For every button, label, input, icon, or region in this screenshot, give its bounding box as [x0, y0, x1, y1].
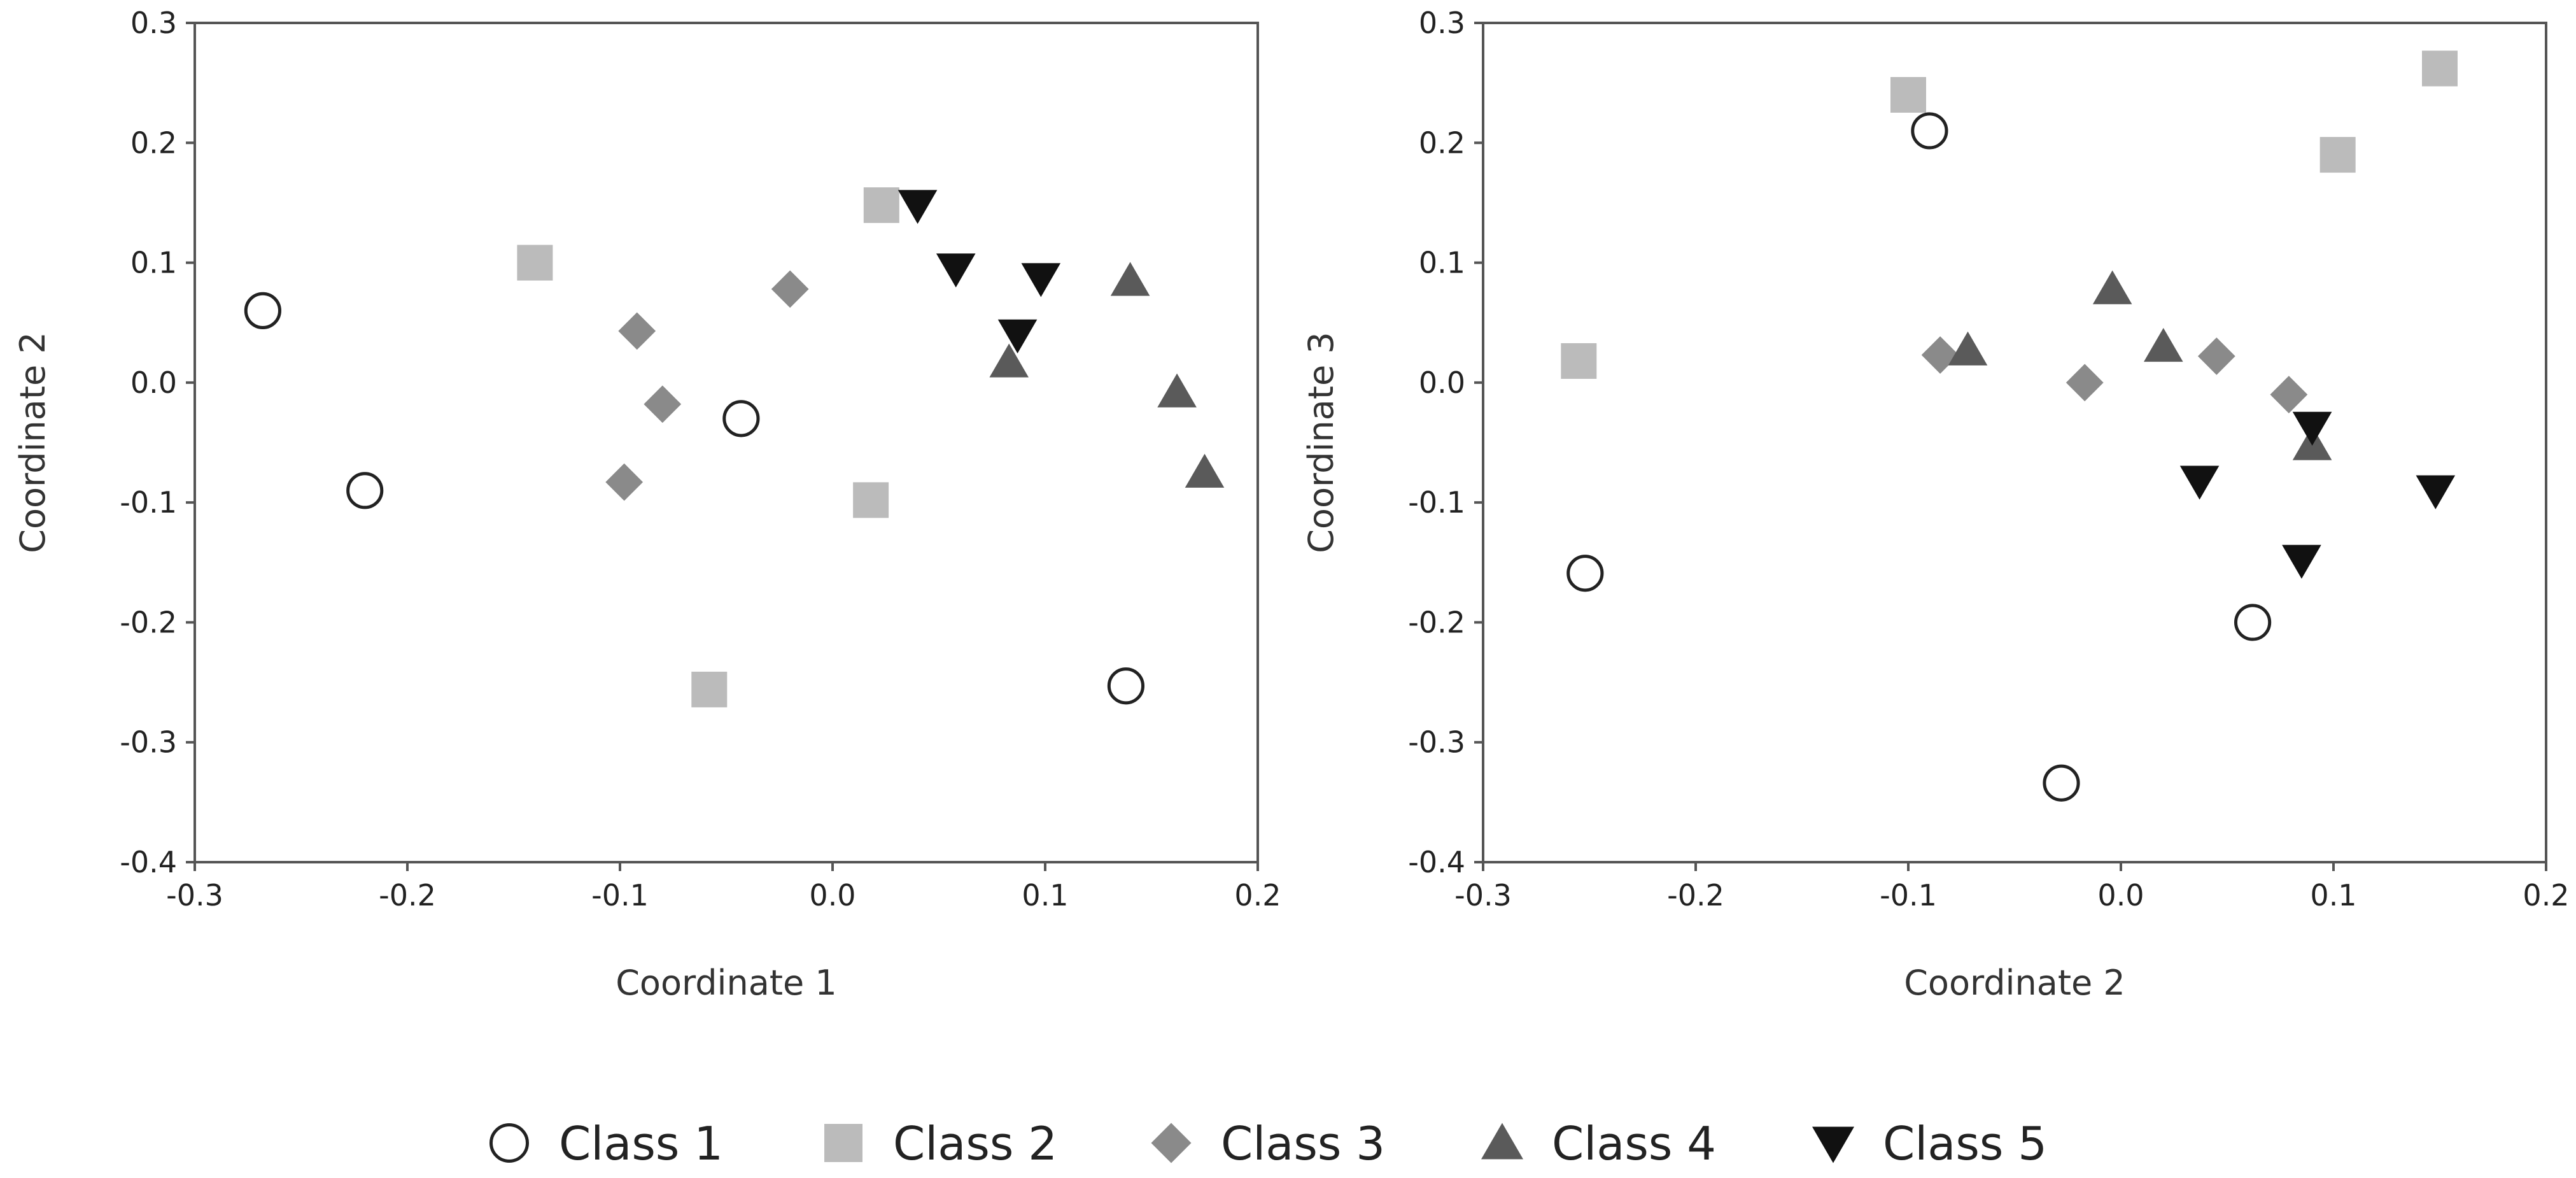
data-point-class-3	[2270, 376, 2308, 414]
x-tick-label: 0.1	[2310, 878, 2356, 912]
plot-frame	[194, 22, 1259, 863]
plot-frame	[1482, 22, 2547, 863]
legend-item-class-2: Class 2	[824, 1117, 1057, 1170]
data-point-class-5	[997, 319, 1038, 353]
data-point-class-5	[2179, 465, 2220, 500]
legend-marker	[824, 1124, 862, 1162]
data-point-class-4	[1185, 453, 1225, 488]
y-tick-label: -0.2	[1408, 605, 1465, 639]
y-tick-label: -0.3	[1408, 725, 1465, 760]
y-axis-title: Coordinate 2	[13, 332, 53, 553]
legend: Class 1 Class 2 Class 3 Class 4 Class 5	[489, 1117, 2047, 1170]
legend-item-class-3: Class 3	[1151, 1117, 1385, 1170]
legend-marker	[1812, 1126, 1854, 1163]
y-tick-label: -0.3	[120, 725, 177, 760]
data-point-class-4	[1948, 331, 1988, 365]
x-tick-label: -0.1	[591, 878, 649, 912]
data-point-class-3	[771, 270, 809, 308]
y-tick-label: 0.0	[1419, 365, 1465, 400]
y-tick-label: -0.4	[1408, 845, 1465, 879]
data-point-class-5	[2416, 475, 2456, 509]
x-tick-label: -0.2	[379, 878, 436, 912]
data-point-class-2	[1890, 76, 1926, 113]
x-tick-label: 0.0	[2097, 878, 2144, 912]
data-point-class-2	[1561, 343, 1597, 379]
y-tick-label: 0.0	[130, 365, 177, 400]
legend-marker	[489, 1123, 529, 1163]
y-tick-label: 0.3	[1419, 6, 1465, 40]
y-tick-label: 0.3	[130, 6, 177, 40]
data-point-class-3	[1921, 336, 1959, 374]
data-point-class-5	[2282, 544, 2321, 579]
legend-label: Class 2	[893, 1117, 1057, 1170]
data-point-class-2	[2422, 50, 2458, 87]
data-point-class-3	[2066, 364, 2104, 402]
data-point-class-3	[2197, 337, 2235, 375]
y-tick-label: 0.2	[130, 125, 177, 160]
data-point-class-4	[1157, 373, 1197, 408]
legend-marker	[1151, 1123, 1192, 1163]
data-point-class-1	[1566, 555, 1604, 592]
legend-marker	[1481, 1123, 1523, 1160]
legend-item-class-4: Class 4	[1481, 1117, 1716, 1170]
y-tick-label: -0.1	[1408, 485, 1465, 520]
data-point-class-2	[863, 187, 899, 224]
y-tick-label: -0.1	[120, 485, 177, 520]
data-point-class-1	[2043, 764, 2080, 802]
x-tick-label: 0.0	[809, 878, 855, 912]
y-tick-label: 0.2	[1419, 125, 1465, 160]
scatter-panel-2: -0.3 -0.2 -0.1 0.0 0.1 0.2 0.3 0.2 0.1 0.0 -0.1 -0.…	[1301, 6, 2570, 1003]
data-point-class-1	[244, 292, 281, 329]
x-tick-label: -0.3	[1454, 878, 1512, 912]
data-point-class-2	[691, 671, 728, 707]
y-tick-label: 0.1	[1419, 246, 1465, 280]
data-point-class-2	[2319, 137, 2356, 173]
data-point-class-4	[2092, 270, 2132, 304]
data-point-class-3	[605, 463, 644, 501]
legend-label: Class 3	[1221, 1117, 1385, 1170]
data-point-class-2	[517, 245, 553, 281]
y-tick-label: 0.1	[130, 246, 177, 280]
x-axis-title: Coordinate 1	[616, 963, 837, 1003]
data-point-class-2	[853, 482, 889, 518]
x-tick-label: 0.2	[1234, 878, 1281, 912]
data-point-class-4	[2144, 327, 2183, 362]
data-point-class-4	[1110, 262, 1150, 296]
data-point-class-5	[1021, 263, 1061, 297]
y-axis-title: Coordinate 3	[1301, 332, 1341, 553]
data-point-class-5	[2292, 411, 2332, 446]
legend-item-class-5: Class 5	[1812, 1117, 2047, 1170]
data-point-class-5	[897, 190, 938, 224]
y-tick-label: -0.2	[120, 605, 177, 639]
x-tick-label: 0.2	[2523, 878, 2569, 912]
legend-label: Class 1	[559, 1117, 723, 1170]
legend-label: Class 4	[1552, 1117, 1716, 1170]
data-point-class-5	[936, 253, 976, 288]
x-tick-label: -0.1	[1880, 878, 1937, 912]
scatter-panel-1: -0.3 -0.2 -0.1 0.0 0.1 0.2 0.3 0.2 0.1 0.0 -0.1 -0.…	[13, 6, 1281, 1003]
data-point-class-4	[989, 343, 1029, 378]
data-point-class-1	[2234, 604, 2272, 641]
x-axis-title: Coordinate 2	[1904, 963, 2125, 1003]
data-point-class-3	[644, 385, 682, 423]
x-tick-label: 0.1	[1022, 878, 1068, 912]
data-point-class-3	[618, 312, 656, 350]
y-tick-label: -0.4	[120, 845, 177, 879]
data-point-class-1	[346, 472, 384, 509]
data-point-class-1	[722, 400, 760, 437]
legend-label: Class 5	[1883, 1117, 2047, 1170]
data-point-class-1	[1911, 112, 1948, 150]
x-tick-label: -0.3	[166, 878, 223, 912]
x-tick-label: -0.2	[1667, 878, 1724, 912]
data-point-class-1	[1107, 667, 1145, 705]
legend-item-class-1: Class 1	[489, 1117, 723, 1170]
chart-panels: -0.3 -0.2 -0.1 0.0 0.1 0.2 0.3 0.2 0.1 0.0 -0.1 -0.…	[13, 6, 2570, 1003]
